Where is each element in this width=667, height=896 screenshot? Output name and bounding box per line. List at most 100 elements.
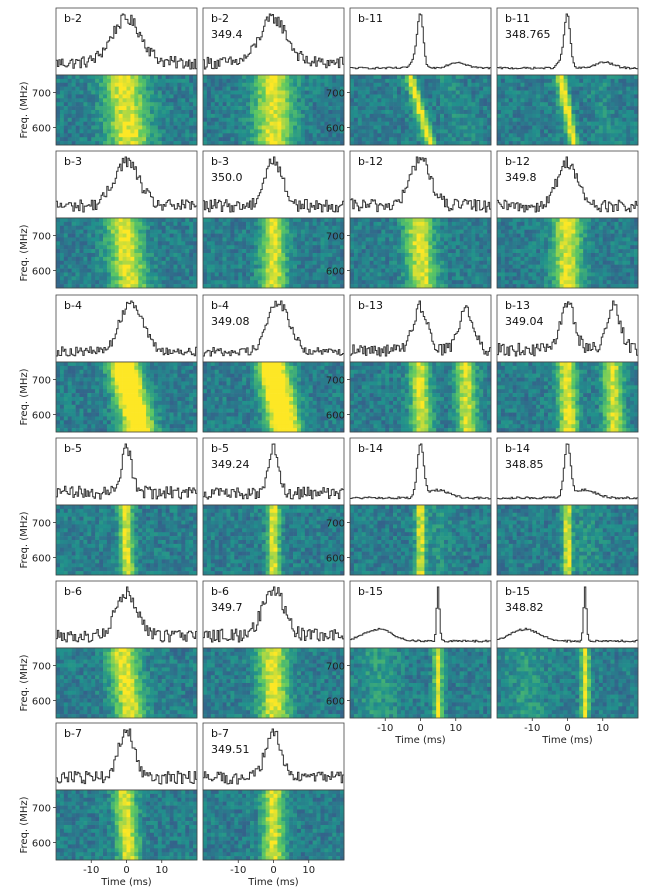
- spectrum-cell: [385, 98, 389, 102]
- spectrum-cell: [501, 122, 505, 126]
- spectrum-cell: [622, 118, 626, 122]
- spectrum-cell: [370, 261, 374, 265]
- spectrum-cell: [456, 106, 460, 110]
- spectrum-cell: [321, 91, 325, 95]
- spectrum-cell: [76, 276, 80, 280]
- spectrum-cell: [424, 137, 428, 141]
- spectrum-cell: [405, 234, 409, 238]
- spectrum-cell: [321, 253, 325, 257]
- spectrum-cell: [177, 126, 181, 130]
- spectrum-cell: [579, 237, 583, 241]
- spectrum-cell: [150, 257, 154, 261]
- spectrum-cell: [130, 272, 134, 276]
- spectrum-cell: [615, 114, 619, 118]
- spectrum-cell: [417, 83, 421, 87]
- spectrum-cell: [242, 79, 246, 83]
- spectrum-cell: [630, 218, 634, 222]
- spectrum-cell: [591, 91, 595, 95]
- spectrum-cell: [83, 83, 87, 87]
- spectrum-cell: [615, 245, 619, 249]
- spectrum-cell: [230, 94, 234, 98]
- spectrum-cell: [150, 261, 154, 265]
- spectrum-cell: [544, 237, 548, 241]
- spectrum-cell: [166, 83, 170, 87]
- spectrum-cell: [436, 237, 440, 241]
- spectrum-cell: [464, 98, 468, 102]
- spectrum-cell: [111, 230, 115, 234]
- spectrum-cell: [83, 94, 87, 98]
- spectrum-cell: [234, 261, 238, 265]
- spectrum-cell: [618, 126, 622, 130]
- spectrum-cell: [162, 75, 166, 79]
- spectrum-cell: [270, 102, 274, 106]
- spectrum-cell: [509, 110, 513, 114]
- spectrum-cell: [305, 110, 309, 114]
- spectrum-cell: [385, 261, 389, 265]
- spectrum-cell: [607, 75, 611, 79]
- spectrum-cell: [162, 106, 166, 110]
- spectrum-cell: [270, 91, 274, 95]
- spectrum-cell: [471, 249, 475, 253]
- spectrum-cell: [385, 265, 389, 269]
- spectrum-cell: [185, 280, 189, 284]
- spectrum-cell: [305, 222, 309, 226]
- spectrum-cell: [468, 118, 472, 122]
- spectrum-cell: [181, 114, 185, 118]
- spectrum-cell: [393, 137, 397, 141]
- spectrum-cell: [64, 126, 68, 130]
- spectrum-cell: [513, 245, 517, 249]
- dm-value: 349.4: [211, 28, 243, 41]
- spectrum-cell: [177, 87, 181, 91]
- spectrum-cell: [158, 87, 162, 91]
- spectrum-cell: [119, 237, 123, 241]
- spectrum-cell: [211, 98, 215, 102]
- spectrum-cell: [350, 253, 354, 257]
- spectrum-cell: [377, 79, 381, 83]
- spectrum-cell: [548, 218, 552, 222]
- spectrum-cell: [234, 129, 238, 133]
- spectrum-cell: [254, 126, 258, 130]
- spectrum-cell: [479, 218, 483, 222]
- spectrum-cell: [119, 102, 123, 106]
- spectrum-cell: [389, 280, 393, 284]
- spectrum-cell: [246, 106, 250, 110]
- spectrum-cell: [460, 245, 464, 249]
- spectrum-cell: [456, 230, 460, 234]
- spectrum-cell: [258, 230, 262, 234]
- spectrum-cell: [56, 91, 60, 95]
- spectrum-cell: [317, 91, 321, 95]
- spectrum-cell: [234, 79, 238, 83]
- spectrum-cell: [123, 87, 127, 91]
- spectrum-cell: [127, 102, 131, 106]
- spectrum-cell: [174, 222, 178, 226]
- spectrum-cell: [591, 79, 595, 83]
- spectrum-cell: [170, 280, 174, 284]
- spectrum-cell: [277, 122, 281, 126]
- spectrum-cell: [313, 114, 317, 118]
- spectrum-cell: [72, 265, 76, 269]
- spectrum-cell: [215, 114, 219, 118]
- spectrum-cell: [432, 257, 436, 261]
- spectrum-cell: [471, 87, 475, 91]
- spectrum-cell: [250, 75, 254, 79]
- spectrum-cell: [583, 75, 587, 79]
- spectrum-cell: [321, 257, 325, 261]
- burst-label: b-3: [211, 155, 229, 168]
- spectrum-cell: [254, 87, 258, 91]
- spectrum-cell: [56, 253, 60, 257]
- spectrum-cell: [381, 126, 385, 130]
- spectrum-cell: [215, 253, 219, 257]
- spectrum-cell: [350, 257, 354, 261]
- spectrum-cell: [587, 249, 591, 253]
- spectrum-cell: [111, 222, 115, 226]
- spectrum-cell: [189, 226, 193, 230]
- spectrum-cell: [174, 106, 178, 110]
- spectrum-cell: [536, 226, 540, 230]
- spectrum-cell: [281, 241, 285, 245]
- spectrum-cell: [107, 94, 111, 98]
- spectrum-cell: [321, 234, 325, 238]
- spectrum-cell: [107, 241, 111, 245]
- spectrum-cell: [591, 234, 595, 238]
- spectrum-cell: [579, 118, 583, 122]
- spectrum-cell: [579, 253, 583, 257]
